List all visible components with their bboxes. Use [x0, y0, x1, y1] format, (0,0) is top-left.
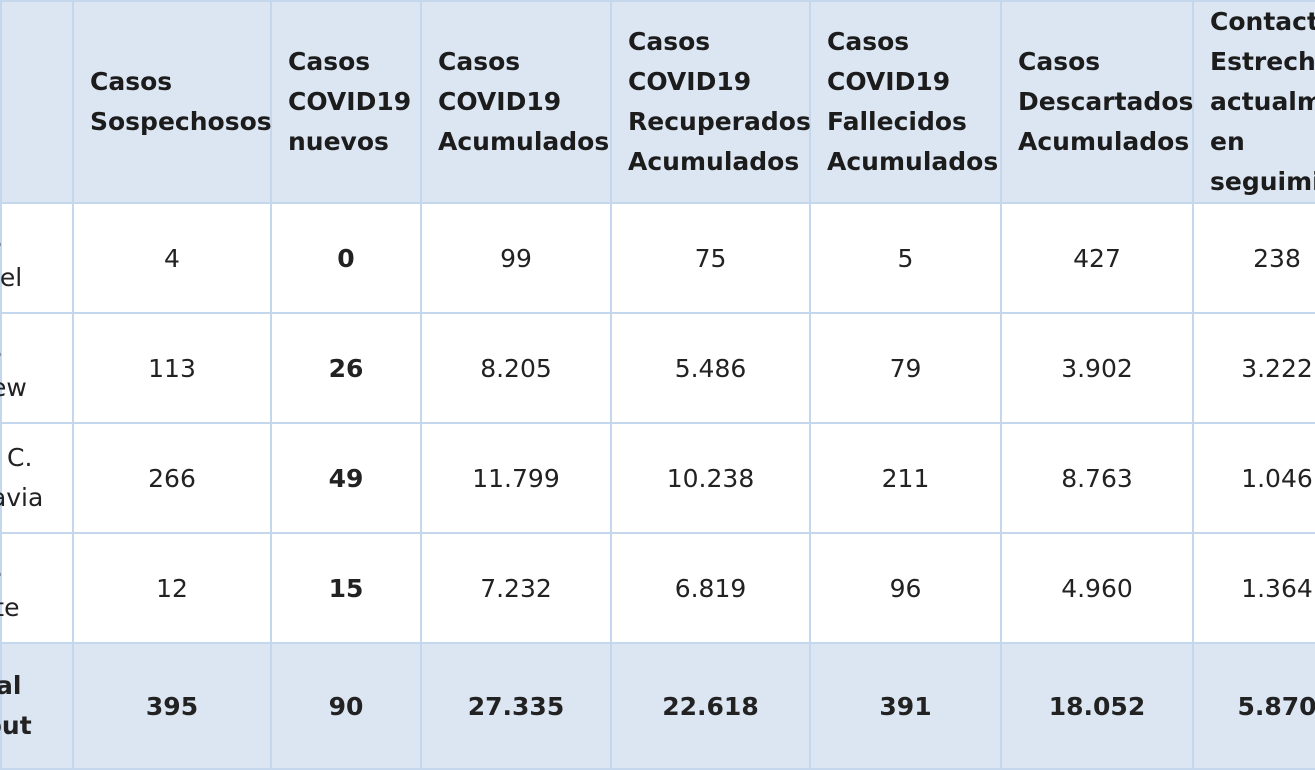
cell-fallecidos: 96	[809, 532, 1002, 644]
cell-descartados: 3.902	[1000, 312, 1194, 424]
cell-recuperados: 5.486	[610, 312, 811, 424]
header-cell-fallecidos: Casos COVID19 Fallecidos Acumulados	[809, 0, 1002, 204]
total-row: tal but 395 90 27.335 22.618 391 18.052 …	[0, 642, 1315, 770]
table-row: P. uel 4 0 99 75 5 427 238	[0, 202, 1315, 314]
table-row: P. rte 12 15 7.232 6.819 96 4.960 1.364	[0, 532, 1315, 644]
cell-sospechosos: 266	[72, 422, 272, 534]
header-cell-sospechosos: Casos Sospechosos	[72, 0, 272, 204]
header-cell-acumulados: Casos COVID19 Acumulados	[420, 0, 612, 204]
header-cell-nuevos: Casos COVID19 nuevos	[270, 0, 422, 204]
cell-contactos: 3.222	[1192, 312, 1315, 424]
header-row: Casos Sospechosos Casos COVID19 nuevos C…	[0, 0, 1315, 204]
cell-fallecidos: 79	[809, 312, 1002, 424]
total-acumulados: 27.335	[420, 642, 612, 770]
row-label: P C. lavia	[0, 422, 74, 534]
cell-contactos: 238	[1192, 202, 1315, 314]
row-label: P. rte	[0, 532, 74, 644]
cell-contactos: 1.046	[1192, 422, 1315, 534]
table-row: P. lew 113 26 8.205 5.486 79 3.902 3.222	[0, 312, 1315, 424]
header-cell-region	[0, 0, 74, 204]
cell-descartados: 4.960	[1000, 532, 1194, 644]
total-recuperados: 22.618	[610, 642, 811, 770]
total-label: tal but	[0, 642, 74, 770]
cell-nuevos: 49	[270, 422, 422, 534]
table-row: P C. lavia 266 49 11.799 10.238 211 8.76…	[0, 422, 1315, 534]
total-fallecidos: 391	[809, 642, 1002, 770]
cell-descartados: 8.763	[1000, 422, 1194, 534]
cell-acumulados: 7.232	[420, 532, 612, 644]
cell-acumulados: 8.205	[420, 312, 612, 424]
row-label: P. uel	[0, 202, 74, 314]
total-contactos: 5.870	[1192, 642, 1315, 770]
cell-sospechosos: 12	[72, 532, 272, 644]
total-descartados: 18.052	[1000, 642, 1194, 770]
total-sospechosos: 395	[72, 642, 272, 770]
row-label: P. lew	[0, 312, 74, 424]
cell-sospechosos: 4	[72, 202, 272, 314]
cell-fallecidos: 5	[809, 202, 1002, 314]
cell-nuevos: 15	[270, 532, 422, 644]
cell-recuperados: 10.238	[610, 422, 811, 534]
cell-descartados: 427	[1000, 202, 1194, 314]
header-cell-recuperados: Casos COVID19 Recuperados Acumulados	[610, 0, 811, 204]
cell-nuevos: 0	[270, 202, 422, 314]
cell-nuevos: 26	[270, 312, 422, 424]
cell-acumulados: 99	[420, 202, 612, 314]
cell-acumulados: 11.799	[420, 422, 612, 534]
cell-recuperados: 6.819	[610, 532, 811, 644]
cell-fallecidos: 211	[809, 422, 1002, 534]
header-cell-descartados: Casos Descartados Acumulados	[1000, 0, 1194, 204]
total-nuevos: 90	[270, 642, 422, 770]
cell-contactos: 1.364	[1192, 532, 1315, 644]
cell-recuperados: 75	[610, 202, 811, 314]
cell-sospechosos: 113	[72, 312, 272, 424]
